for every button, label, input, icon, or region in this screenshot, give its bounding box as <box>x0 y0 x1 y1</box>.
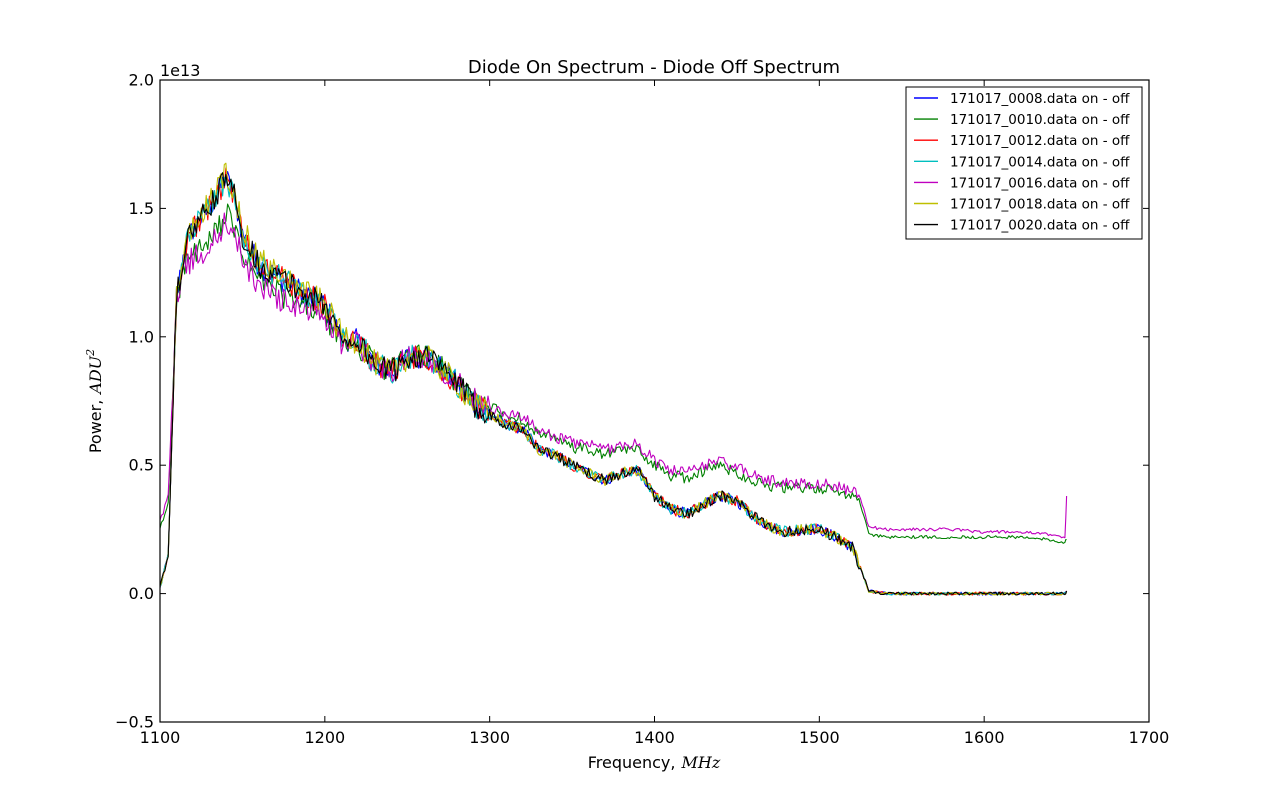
series-layer <box>159 162 1068 596</box>
legend-box <box>905 86 1143 240</box>
plot-frame <box>159 79 1150 723</box>
x-axis-unit: MHz <box>680 753 720 772</box>
y-tick-label: −0.5 <box>115 713 154 732</box>
legend-label: 171017_0008.data on - off <box>950 91 1130 107</box>
y-axis-label-text: Power, <box>86 400 105 453</box>
x-tick-label: 1700 <box>1129 728 1170 747</box>
series-line-5 <box>159 212 1068 539</box>
legend-label: 171017_0010.data on - off <box>950 112 1130 128</box>
y-tick-label: 1.0 <box>129 327 154 346</box>
y-axis-unit: ADU <box>86 355 105 395</box>
legend-label: 171017_0016.data on - off <box>950 175 1130 191</box>
legend: 171017_0008.data on - off 171017_0010.dat… <box>905 86 1143 240</box>
y-tick-label: 0.5 <box>129 456 154 475</box>
legend-label: 171017_0020.data on - off <box>950 218 1130 234</box>
x-axis-label-text: Frequency, <box>588 753 676 772</box>
x-tick-label: 1300 <box>469 728 510 747</box>
chart-title: Diode On Spectrum - Diode Off Spectrum <box>468 57 840 78</box>
x-tick-label: 1600 <box>964 728 1005 747</box>
y-tick-label: 0.0 <box>129 584 154 603</box>
x-tick-label: 1500 <box>799 728 840 747</box>
y-axis-label: Power, ADU2 <box>84 349 105 453</box>
x-tick-label: 1100 <box>140 728 181 747</box>
x-tick-label: 1400 <box>634 728 675 747</box>
legend-label: 171017_0012.data on - off <box>950 133 1130 149</box>
y-offset-label: 1e13 <box>160 61 200 80</box>
x-axis-label: Frequency, MHz <box>588 753 721 772</box>
y-tick-label: 2.0 <box>129 71 154 90</box>
y-axis-unit-exponent: 2 <box>84 349 97 357</box>
y-tick-label: 1.5 <box>129 199 154 218</box>
x-tick-label: 1200 <box>304 728 345 747</box>
legend-label: 171017_0018.data on - off <box>950 197 1130 213</box>
legend-label: 171017_0014.data on - off <box>950 154 1130 170</box>
series-line-7 <box>159 172 1068 596</box>
tick-layer: 1100 1200 1300 1400 1500 1600 1700 −0.5 0.0 0.5 1.… <box>115 71 1169 748</box>
series-line-4 <box>159 174 1068 596</box>
